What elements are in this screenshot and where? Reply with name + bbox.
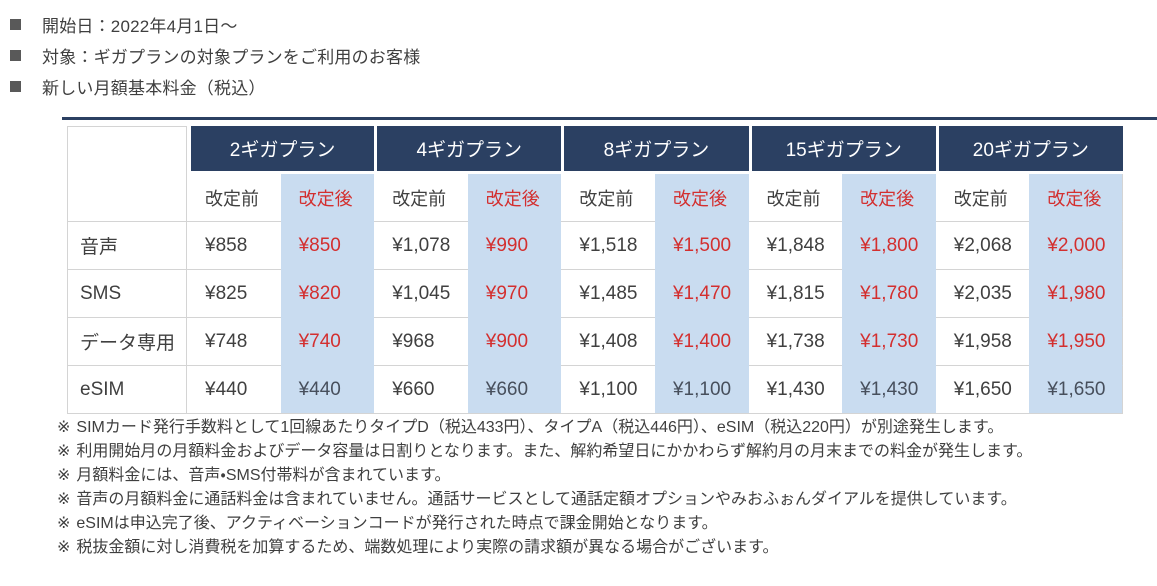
col-header-after: 改定後 <box>654 174 749 222</box>
table-row-esim: eSIM ¥440 ¥440 ¥660 ¥660 ¥1,100 ¥1,100 ¥… <box>67 366 1123 414</box>
price-cell: ¥1,078 <box>374 222 468 270</box>
footnote: ※ 音声の月額料金に通話料金は含まれていません。通話サービスとして通話定額オプシ… <box>57 488 1152 512</box>
plan-header-20gb: 20ギガプラン <box>935 126 1123 174</box>
price-cell: ¥740 <box>280 318 375 366</box>
price-cell: ¥1,408 <box>561 318 655 366</box>
pricing-table: 2ギガプラン 4ギガプラン 8ギガプラン 15ギガプラン 20ギガプラン 改定前… <box>67 126 1123 414</box>
sub-header-row: 改定前 改定後 改定前 改定後 改定前 改定後 改定前 改定後 改定前 改定後 <box>67 174 1123 222</box>
footnote-marker: ※ <box>57 515 71 532</box>
price-cell: ¥440 <box>187 366 281 414</box>
price-cell: ¥660 <box>374 366 468 414</box>
footnote-text: 税抜金額に対し消費税を加算するため、端数処理により実際の請求額が異なる場合がござ… <box>76 539 779 556</box>
bullet-square-icon <box>10 19 21 30</box>
price-cell: ¥1,730 <box>842 318 936 366</box>
price-cell: ¥1,958 <box>935 318 1030 366</box>
footnote-text: eSIMは申込完了後、アクティベーションコードが発行された時点で課金開始となりま… <box>76 515 718 532</box>
price-cell: ¥850 <box>280 222 375 270</box>
plan-header-8gb: 8ギガプラン <box>561 126 749 174</box>
row-label: SMS <box>67 270 187 318</box>
price-cell: ¥858 <box>187 222 281 270</box>
price-cell: ¥1,045 <box>374 270 468 318</box>
divider-line <box>62 117 1157 120</box>
bullet-square-icon <box>10 50 21 61</box>
price-cell: ¥820 <box>280 270 375 318</box>
price-cell: ¥1,950 <box>1029 318 1123 366</box>
footnote-text: SIMカード発行手数料として1回線あたりタイプD（税込433円）、タイプA（税込… <box>76 419 1004 436</box>
price-cell: ¥1,980 <box>1029 270 1123 318</box>
footnote-text: 音声の月額料金に通話料金は含まれていません。通話サービスとして通話定額オプション… <box>76 491 1017 508</box>
footnote-marker: ※ <box>57 443 71 460</box>
row-label: 音声 <box>67 222 187 270</box>
footnote-marker: ※ <box>57 539 71 556</box>
corner-cell <box>67 126 187 222</box>
price-cell: ¥1,650 <box>1029 366 1123 414</box>
footnote-text: 利用開始月の月額料金およびデータ容量は日割りとなります。また、解約希望日にかかわ… <box>76 443 1033 460</box>
row-label: データ専用 <box>67 318 187 366</box>
price-cell: ¥1,650 <box>935 366 1030 414</box>
price-cell: ¥1,430 <box>842 366 936 414</box>
price-cell: ¥1,738 <box>748 318 843 366</box>
plan-header-2gb: 2ギガプラン <box>187 126 375 174</box>
table-row-sms: SMS ¥825 ¥820 ¥1,045 ¥970 ¥1,485 ¥1,470 … <box>67 270 1123 318</box>
price-cell: ¥2,035 <box>935 270 1030 318</box>
row-label: eSIM <box>67 366 187 414</box>
col-header-after: 改定後 <box>842 174 936 222</box>
price-cell: ¥900 <box>467 318 562 366</box>
footnote: ※ 利用開始月の月額料金およびデータ容量は日割りとなります。また、解約希望日にか… <box>57 440 1152 464</box>
price-cell: ¥440 <box>280 366 375 414</box>
price-cell: ¥990 <box>467 222 562 270</box>
price-cell: ¥970 <box>467 270 562 318</box>
price-cell: ¥1,100 <box>654 366 749 414</box>
footnote-marker: ※ <box>57 419 71 436</box>
col-header-before: 改定前 <box>187 174 281 222</box>
footnote-list: ※ SIMカード発行手数料として1回線あたりタイプD（税込433円）、タイプA（… <box>57 416 1152 560</box>
footnote-marker: ※ <box>57 491 71 508</box>
bullet-text-start-date: 開始日：2022年4月1日～ <box>42 17 238 36</box>
footnote: ※ eSIMは申込完了後、アクティベーションコードが発行された時点で課金開始とな… <box>57 512 1152 536</box>
price-cell: ¥1,780 <box>842 270 936 318</box>
bullet-list: 開始日：2022年4月1日～ 対象：ギガプランの対象プランをご利用のお客様 新し… <box>10 9 420 102</box>
price-cell: ¥1,815 <box>748 270 843 318</box>
price-cell: ¥2,068 <box>935 222 1030 270</box>
col-header-after: 改定後 <box>467 174 562 222</box>
price-cell: ¥1,485 <box>561 270 655 318</box>
price-cell: ¥1,518 <box>561 222 655 270</box>
price-cell: ¥1,430 <box>748 366 843 414</box>
footnote: ※ SIMカード発行手数料として1回線あたりタイプD（税込433円）、タイプA（… <box>57 416 1152 440</box>
col-header-before: 改定前 <box>374 174 468 222</box>
table-row-data-only: データ専用 ¥748 ¥740 ¥968 ¥900 ¥1,408 ¥1,400 … <box>67 318 1123 366</box>
price-cell: ¥748 <box>187 318 281 366</box>
price-cell: ¥968 <box>374 318 468 366</box>
bullet-item-target: 対象：ギガプランの対象プランをご利用のお客様 <box>10 40 420 71</box>
bullet-square-icon <box>10 81 21 92</box>
price-cell: ¥1,470 <box>654 270 749 318</box>
bullet-item-new-fee: 新しい月額基本料金（税込） <box>10 71 420 102</box>
price-cell: ¥660 <box>467 366 562 414</box>
price-cell: ¥2,000 <box>1029 222 1123 270</box>
bullet-text-new-fee: 新しい月額基本料金（税込） <box>42 79 266 98</box>
price-cell: ¥1,100 <box>561 366 655 414</box>
col-header-before: 改定前 <box>748 174 843 222</box>
price-cell: ¥825 <box>187 270 281 318</box>
bullet-item-start-date: 開始日：2022年4月1日～ <box>10 9 420 40</box>
price-cell: ¥1,848 <box>748 222 843 270</box>
price-cell: ¥1,800 <box>842 222 936 270</box>
col-header-before: 改定前 <box>561 174 655 222</box>
col-header-after: 改定後 <box>1029 174 1123 222</box>
plan-header-4gb: 4ギガプラン <box>374 126 562 174</box>
footnote: ※ 月額料金には、音声・SMS付帯料が含まれています。 <box>57 464 1152 488</box>
plan-header-15gb: 15ギガプラン <box>748 126 936 174</box>
plan-header-row: 2ギガプラン 4ギガプラン 8ギガプラン 15ギガプラン 20ギガプラン <box>67 126 1123 222</box>
footnote: ※ 税抜金額に対し消費税を加算するため、端数処理により実際の請求額が異なる場合が… <box>57 536 1152 560</box>
col-header-before: 改定前 <box>935 174 1030 222</box>
price-cell: ¥1,400 <box>654 318 749 366</box>
bullet-text-target: 対象：ギガプランの対象プランをご利用のお客様 <box>42 48 421 67</box>
footnote-text: 月額料金には、音声・SMS付帯料が含まれています。 <box>76 467 451 484</box>
price-cell: ¥1,500 <box>654 222 749 270</box>
table-row-voice: 音声 ¥858 ¥850 ¥1,078 ¥990 ¥1,518 ¥1,500 ¥… <box>67 222 1123 270</box>
footnote-marker: ※ <box>57 467 71 484</box>
col-header-after: 改定後 <box>280 174 375 222</box>
